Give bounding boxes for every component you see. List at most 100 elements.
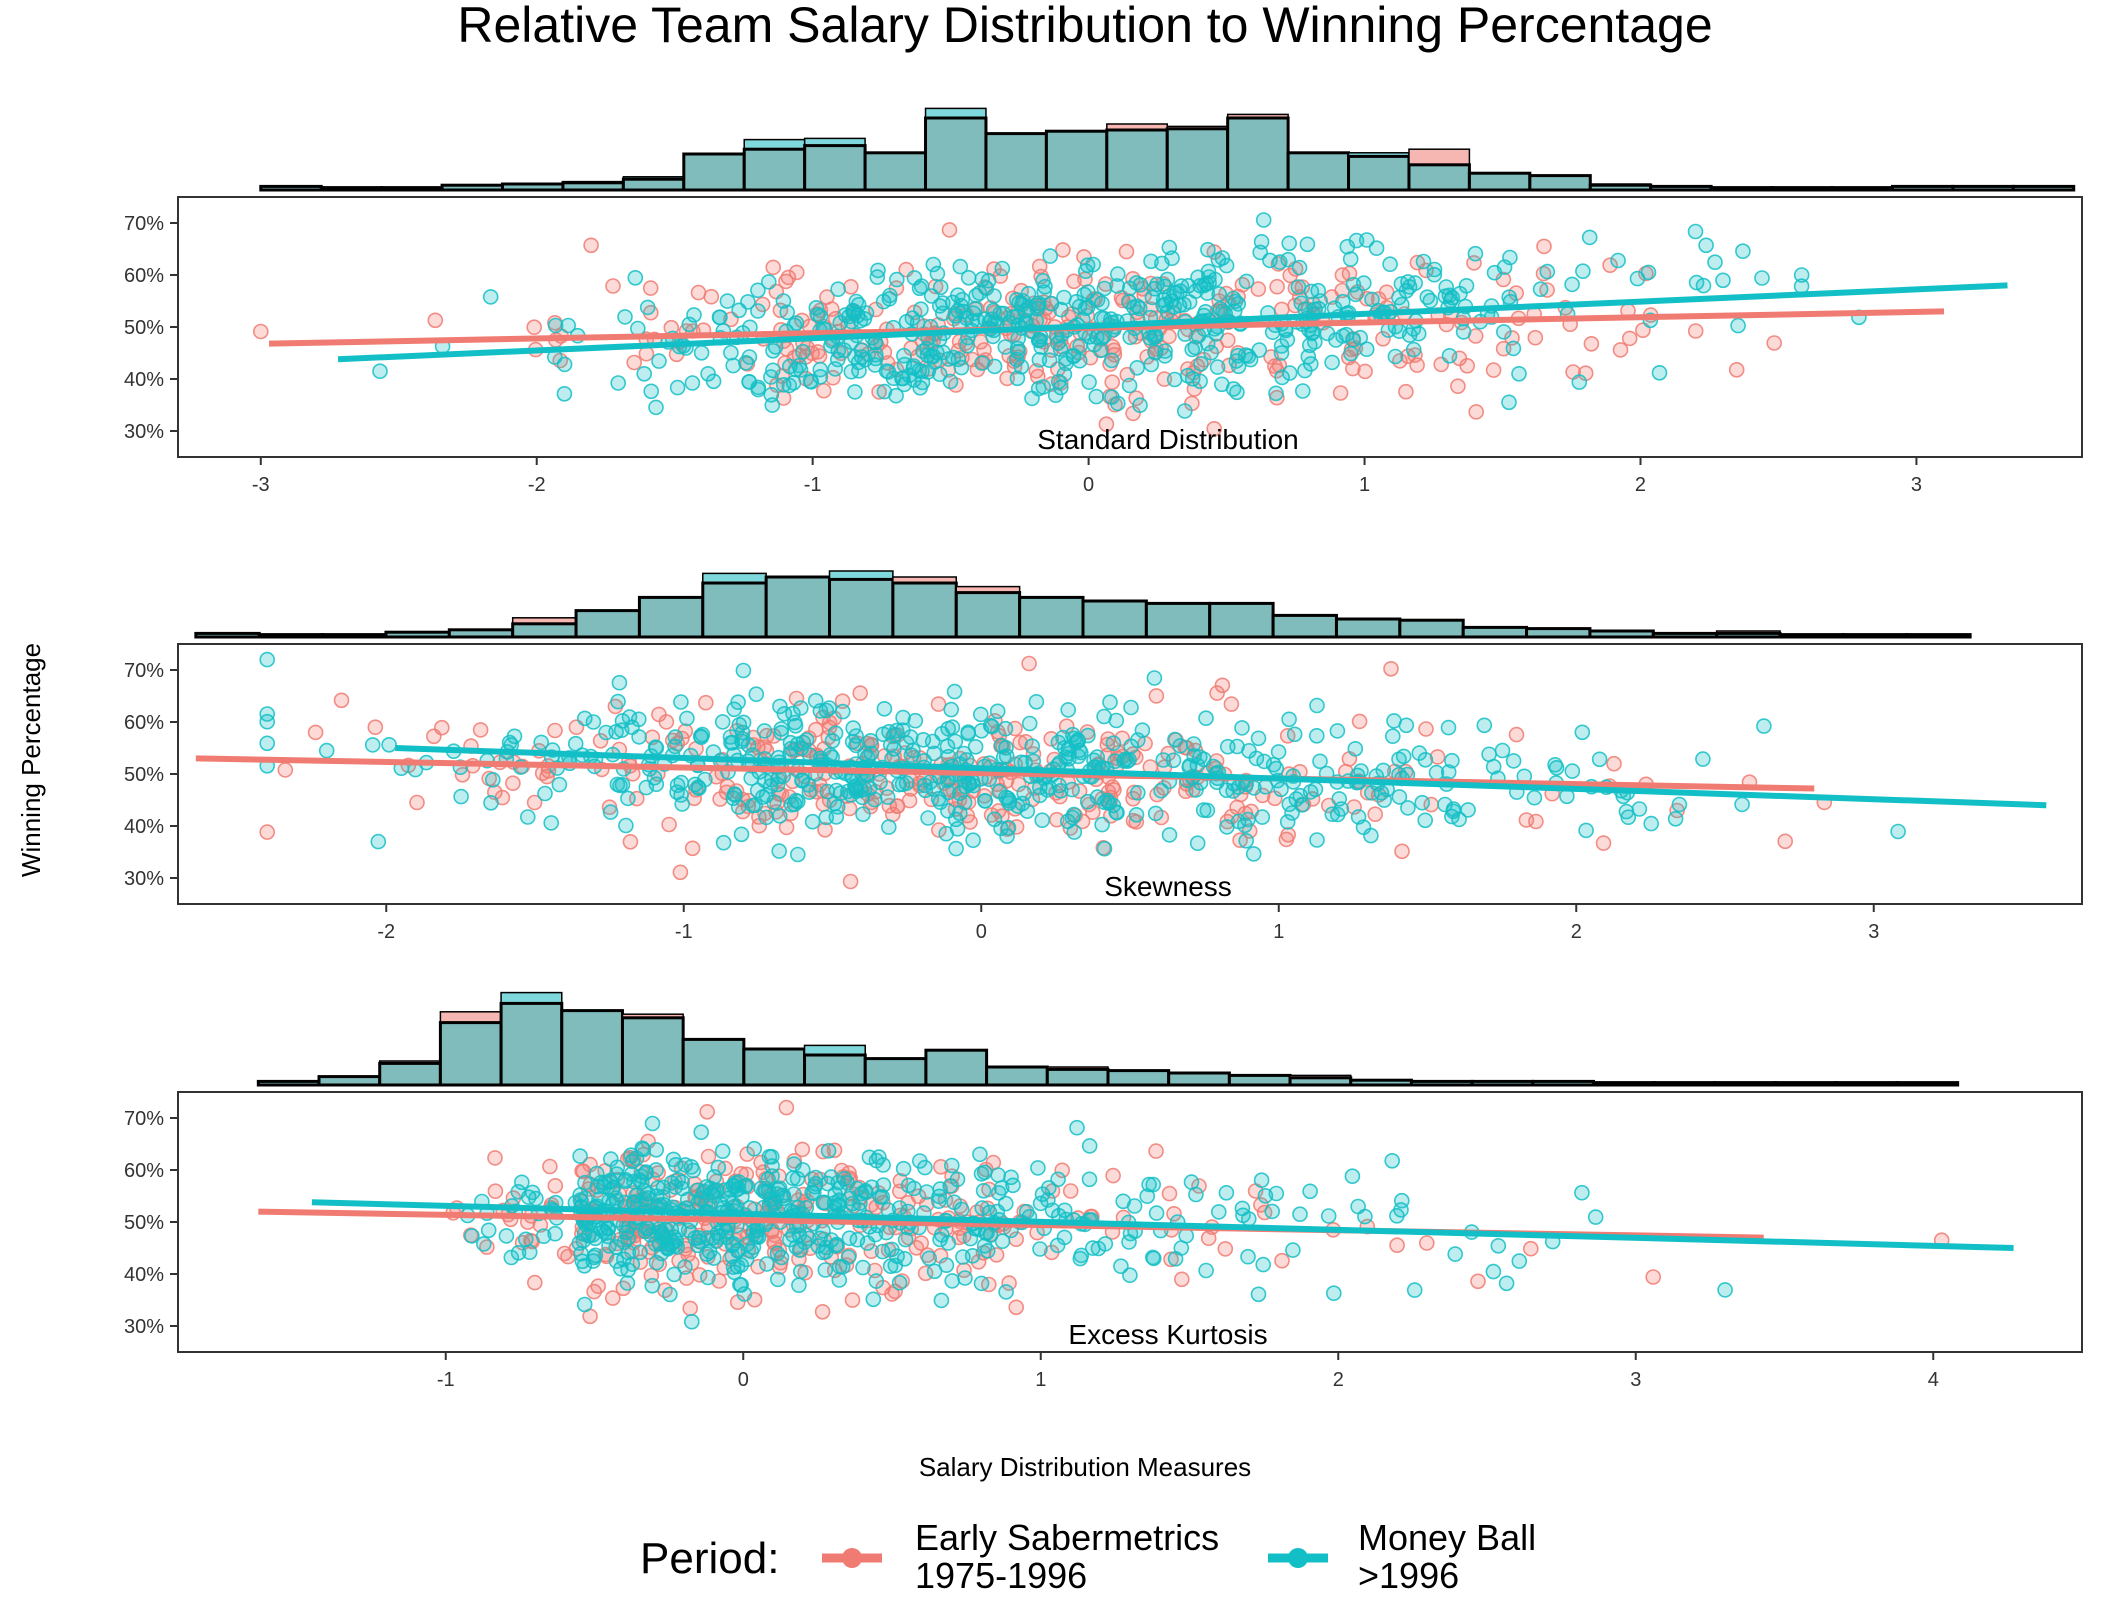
- data-point: [1161, 288, 1178, 305]
- histogram-bar: [924, 1048, 989, 1087]
- data-point: [725, 357, 742, 374]
- data-point: [482, 289, 499, 305]
- data-point: [1470, 1273, 1486, 1290]
- data-point: [487, 1183, 504, 1199]
- data-point: [843, 363, 860, 380]
- data-point: [1071, 298, 1088, 315]
- data-point: [918, 1196, 935, 1213]
- data-point: [1292, 1206, 1308, 1222]
- data-point: [483, 794, 499, 811]
- data-point: [1419, 1235, 1435, 1251]
- data-point: [1041, 779, 1057, 796]
- x-tick-label: -1: [804, 474, 822, 496]
- data-point: [750, 379, 767, 396]
- data-point: [621, 1218, 637, 1235]
- data-point: [726, 787, 743, 803]
- histogram-bar: [1271, 613, 1338, 639]
- data-point: [781, 377, 798, 394]
- data-point: [1319, 325, 1336, 342]
- data-point: [973, 1275, 990, 1292]
- y-tick-label: 70%: [124, 1108, 164, 1130]
- data-point: [1044, 1202, 1061, 1219]
- histogram-bar: [1398, 618, 1465, 639]
- data-point: [1105, 735, 1122, 752]
- data-point: [798, 732, 815, 748]
- data-point: [886, 726, 903, 743]
- data-point: [930, 696, 947, 712]
- data-point: [1143, 356, 1160, 373]
- data-point: [1250, 281, 1267, 297]
- data-point: [954, 291, 971, 308]
- data-point: [792, 700, 809, 716]
- data-point: [633, 1174, 650, 1190]
- data-point: [746, 1140, 763, 1157]
- data-point: [883, 1241, 900, 1258]
- data-point: [874, 1243, 891, 1260]
- data-point: [896, 347, 912, 364]
- data-point: [847, 778, 863, 794]
- data-point: [731, 302, 747, 319]
- data-point: [805, 1185, 822, 1202]
- data-point: [662, 1286, 678, 1303]
- histogram-bar: [560, 1009, 624, 1087]
- data-point: [868, 1273, 885, 1289]
- data-point: [722, 729, 739, 745]
- data-point: [1574, 724, 1591, 741]
- data-point: [679, 710, 695, 727]
- data-point: [1250, 730, 1267, 747]
- data-point: [889, 798, 906, 814]
- data-point: [1485, 1263, 1502, 1280]
- legend-swatch-moneyball-dot: [1288, 1548, 1308, 1568]
- data-point: [1368, 240, 1385, 256]
- data-point: [617, 1172, 634, 1188]
- data-point: [852, 685, 869, 701]
- x-tick-label: 0: [738, 1369, 749, 1391]
- data-point: [735, 662, 752, 679]
- data-point: [1189, 757, 1206, 774]
- data-point: [637, 1165, 654, 1182]
- data-point: [644, 1115, 661, 1132]
- histogram-bar: [1525, 627, 1592, 639]
- data-point: [620, 1230, 636, 1246]
- histogram-bar: [1778, 633, 1845, 639]
- data-point: [733, 1257, 750, 1273]
- data-point: [1176, 296, 1192, 313]
- data-point: [636, 365, 653, 382]
- data-point: [1394, 843, 1410, 860]
- data-point: [940, 351, 957, 367]
- data-point: [648, 399, 664, 416]
- x-tick-label: 3: [1868, 921, 1879, 943]
- data-point: [574, 1163, 590, 1179]
- data-point: [592, 732, 609, 749]
- data-point: [986, 358, 1003, 375]
- panel-label: Standard Distribution: [1037, 424, 1298, 455]
- histogram-bar: [319, 186, 384, 192]
- data-point: [1073, 1247, 1090, 1264]
- data-point: [1494, 742, 1511, 759]
- data-point: [1199, 802, 1216, 819]
- data-point: [956, 794, 973, 811]
- data-point: [576, 1258, 593, 1274]
- data-point: [1146, 670, 1163, 686]
- data-point: [925, 781, 942, 797]
- data-point: [1166, 371, 1183, 388]
- data-point: [651, 1221, 668, 1237]
- data-point: [1096, 280, 1113, 297]
- x-tick-label: 3: [1911, 474, 1922, 496]
- data-point: [537, 785, 553, 802]
- data-point: [1129, 359, 1145, 376]
- data-point: [1139, 1188, 1155, 1204]
- data-point: [920, 810, 936, 826]
- data-point: [871, 384, 887, 400]
- data-point: [788, 1239, 805, 1256]
- data-point: [1890, 823, 1906, 840]
- data-point: [1109, 278, 1125, 294]
- data-point: [1398, 383, 1414, 400]
- data-point: [1209, 685, 1225, 701]
- data-point: [622, 833, 639, 850]
- data-point: [655, 1189, 671, 1205]
- data-point: [895, 1160, 912, 1177]
- data-point: [771, 843, 788, 859]
- data-point: [1364, 785, 1380, 801]
- data-point: [1505, 753, 1522, 769]
